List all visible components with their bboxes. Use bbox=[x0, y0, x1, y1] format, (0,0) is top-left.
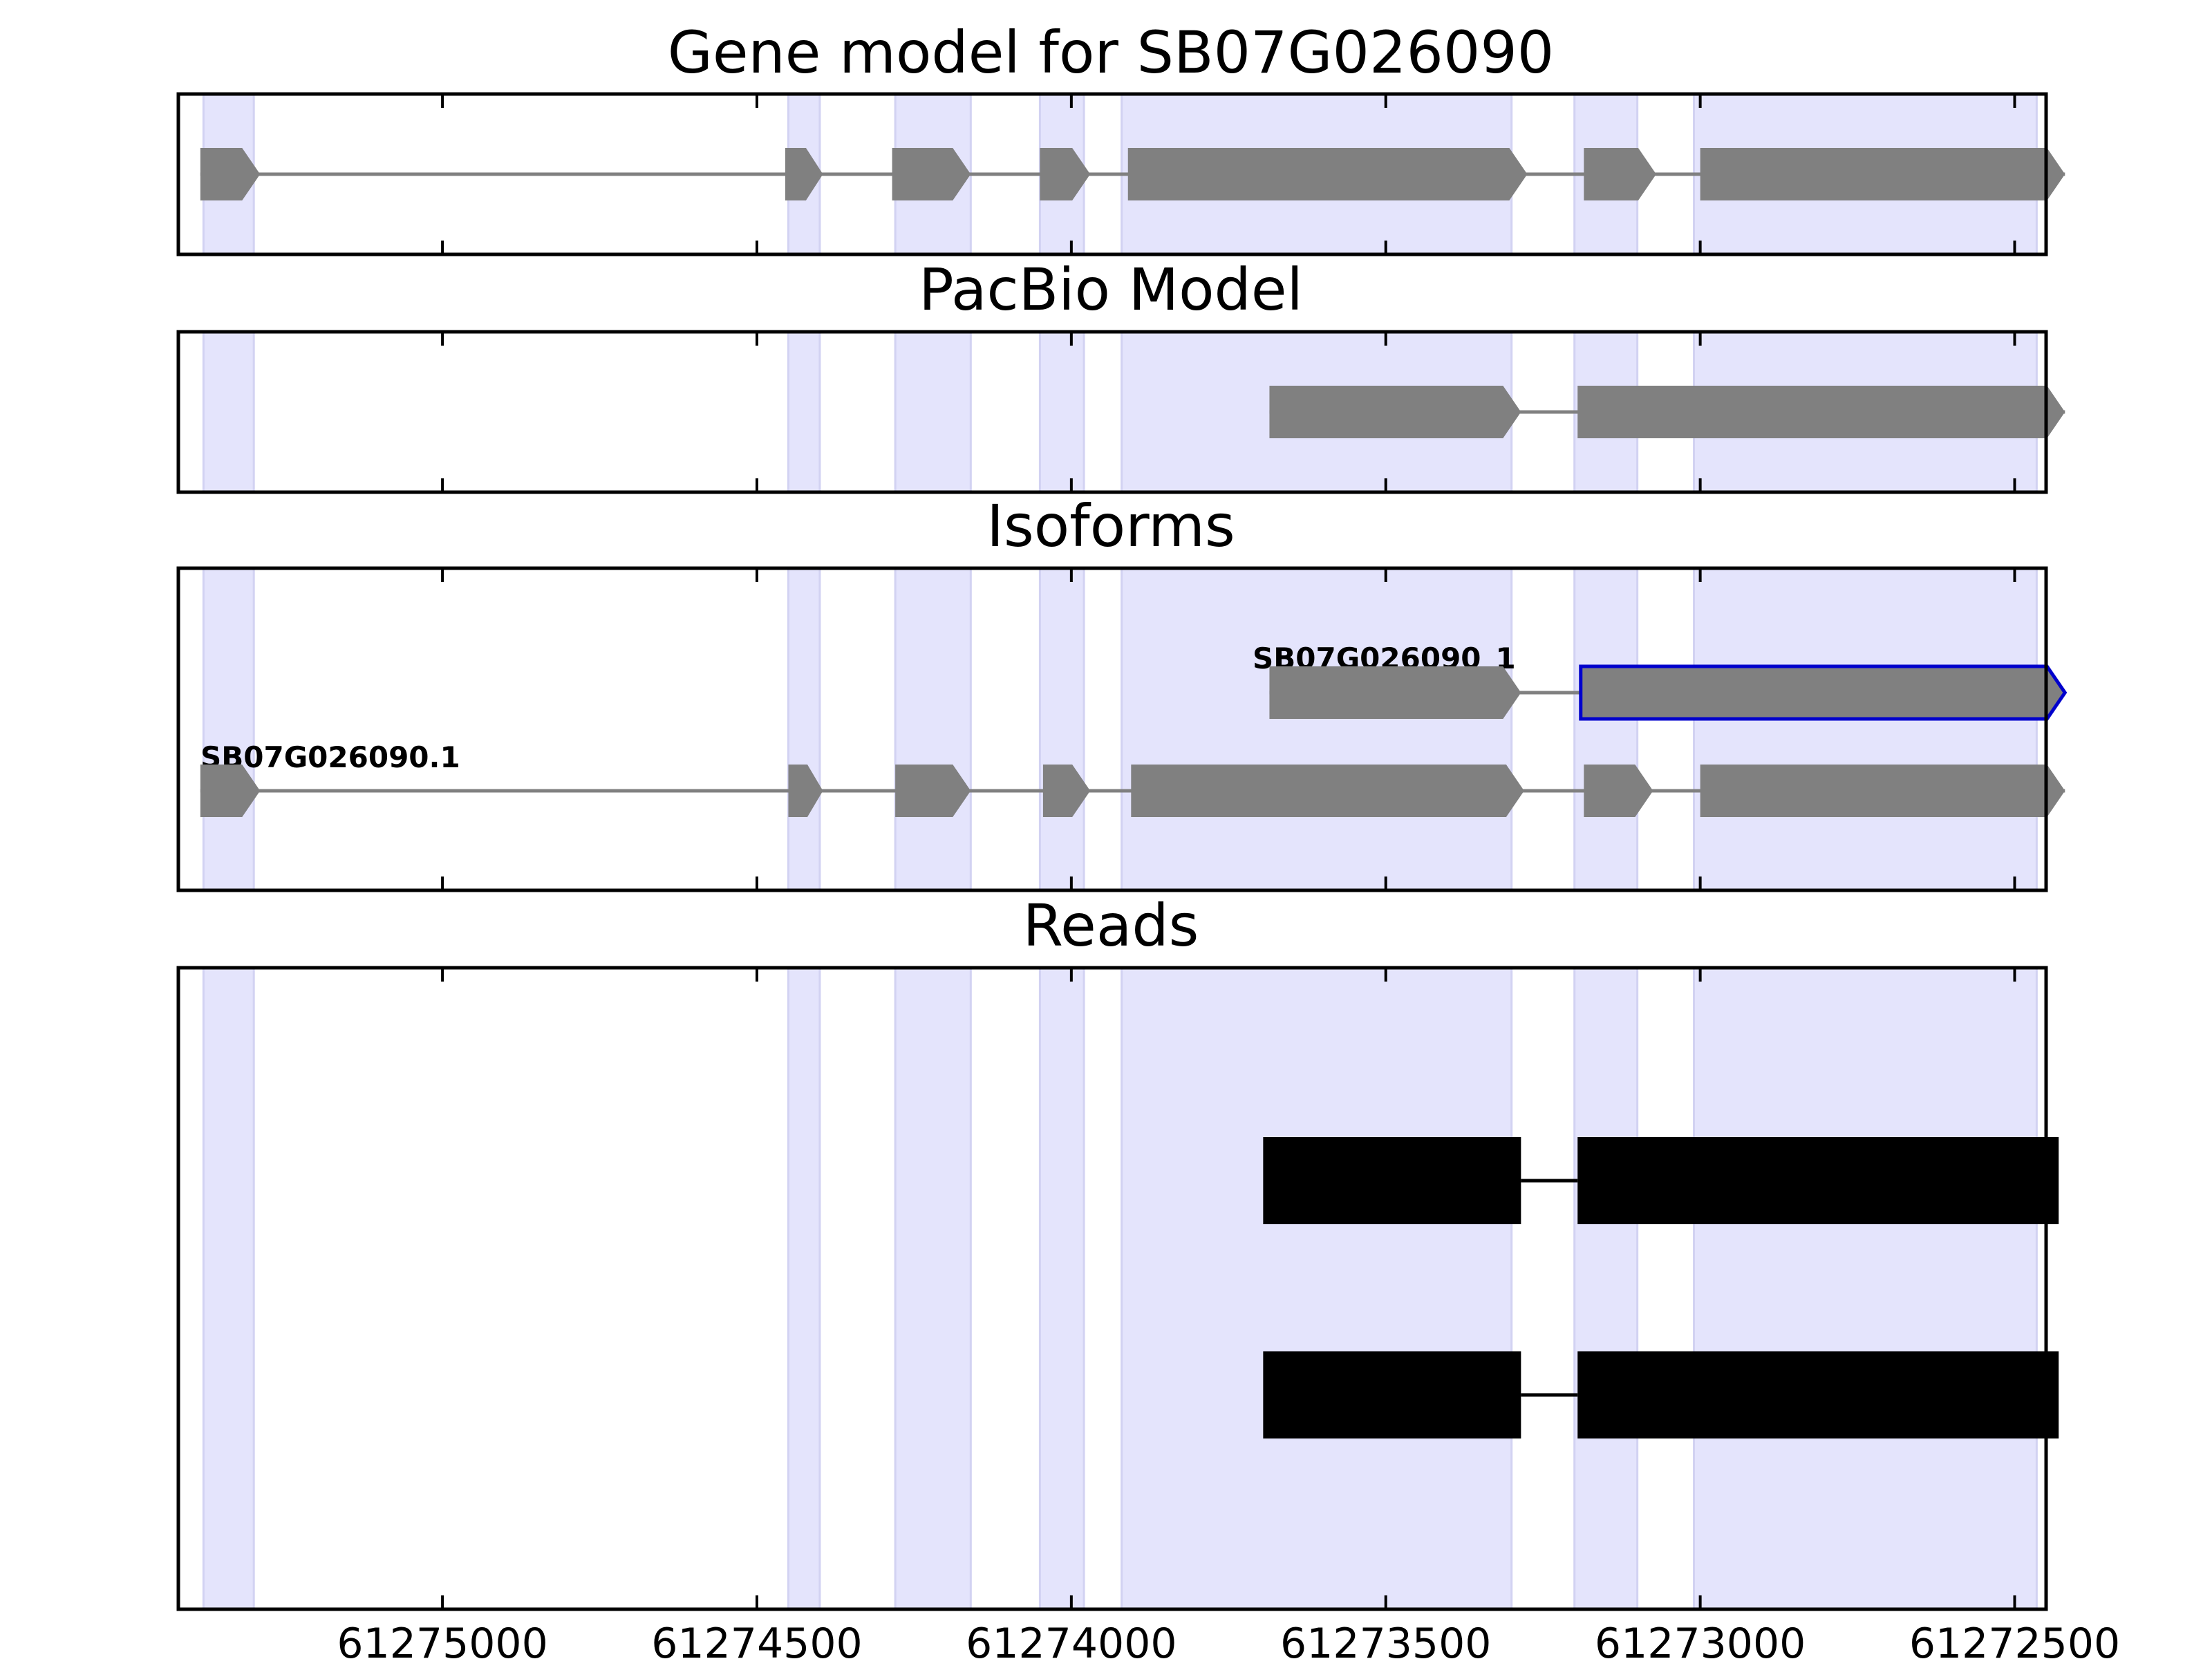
exon-highlight-band bbox=[1573, 966, 1639, 1611]
reads-panel: Reads bbox=[176, 892, 2059, 1611]
exon-block bbox=[1577, 386, 2065, 438]
x-tick-label: 61274000 bbox=[966, 1620, 1177, 1659]
exon-highlight-band bbox=[1038, 567, 1085, 892]
pacbio-model-panel: PacBio Model bbox=[176, 256, 2065, 494]
read-block bbox=[1263, 1351, 1521, 1438]
isoforms-title: Isoforms bbox=[986, 492, 1235, 560]
read-block bbox=[1577, 1351, 2059, 1438]
exon-highlight-band bbox=[1121, 966, 1513, 1611]
exon-highlight-band bbox=[894, 966, 972, 1611]
exon-highlight-band bbox=[1038, 330, 1085, 494]
panel-frame bbox=[176, 966, 2048, 1611]
exon-block bbox=[1269, 386, 1521, 438]
exon-highlight-band bbox=[202, 330, 255, 494]
exon-block bbox=[1269, 666, 1521, 719]
x-tick-label: 61272500 bbox=[1909, 1620, 2120, 1659]
exon-block bbox=[788, 765, 823, 817]
exon-block bbox=[200, 765, 261, 817]
exon-block bbox=[892, 148, 971, 200]
exon-block bbox=[1042, 765, 1091, 817]
x-tick-label: 61273000 bbox=[1595, 1620, 1806, 1659]
exon-highlight-band bbox=[1693, 567, 2038, 892]
exon-block bbox=[1131, 765, 1524, 817]
x-axis: 61275000 61274500 61274000 61273500 61273000… bbox=[337, 1620, 2120, 1659]
exon-highlight-band bbox=[202, 567, 255, 892]
exon-block bbox=[1700, 148, 2065, 200]
exon-highlight-band bbox=[1693, 966, 2038, 1611]
exon-highlight-band bbox=[202, 966, 255, 1611]
panel-frame bbox=[176, 330, 2048, 494]
reads-title: Reads bbox=[1023, 892, 1199, 959]
exon-highlight-band bbox=[787, 330, 821, 494]
exon-highlight-band bbox=[787, 567, 821, 892]
read-block bbox=[1263, 1137, 1521, 1224]
exon-block bbox=[895, 765, 971, 817]
exon-block bbox=[1579, 664, 2068, 721]
read-block bbox=[1577, 1137, 2059, 1224]
panel-frame bbox=[176, 566, 2048, 892]
exon-block bbox=[1040, 148, 1091, 200]
exon-highlight-band bbox=[894, 330, 972, 494]
gene-model-title: Gene model for SB07G026090 bbox=[668, 19, 1554, 86]
exon-block bbox=[785, 148, 823, 200]
exon-highlight-band bbox=[1121, 567, 1513, 892]
exon-highlight-band bbox=[787, 966, 821, 1611]
exon-block bbox=[1700, 765, 2065, 817]
isoforms-panel: Isoforms SB07G026090_1 SB07G026090.1 bbox=[176, 492, 2068, 892]
x-tick-label: 61273500 bbox=[1280, 1620, 1491, 1659]
exon-block bbox=[200, 148, 261, 200]
pacbio-model-title: PacBio Model bbox=[919, 256, 1303, 324]
x-tick-label: 61274500 bbox=[651, 1620, 862, 1659]
x-tick-label: 61275000 bbox=[337, 1620, 547, 1659]
exon-highlight-band bbox=[1038, 966, 1085, 1611]
exon-highlight-band bbox=[1573, 567, 1639, 892]
panel-frame bbox=[176, 92, 2048, 256]
exon-block bbox=[1127, 148, 1528, 200]
gene-model-panel: Gene model for SB07G026090 bbox=[176, 19, 2065, 256]
exon-block bbox=[1584, 765, 1653, 817]
exon-block bbox=[1584, 148, 1656, 200]
exon-highlight-band bbox=[894, 567, 972, 892]
